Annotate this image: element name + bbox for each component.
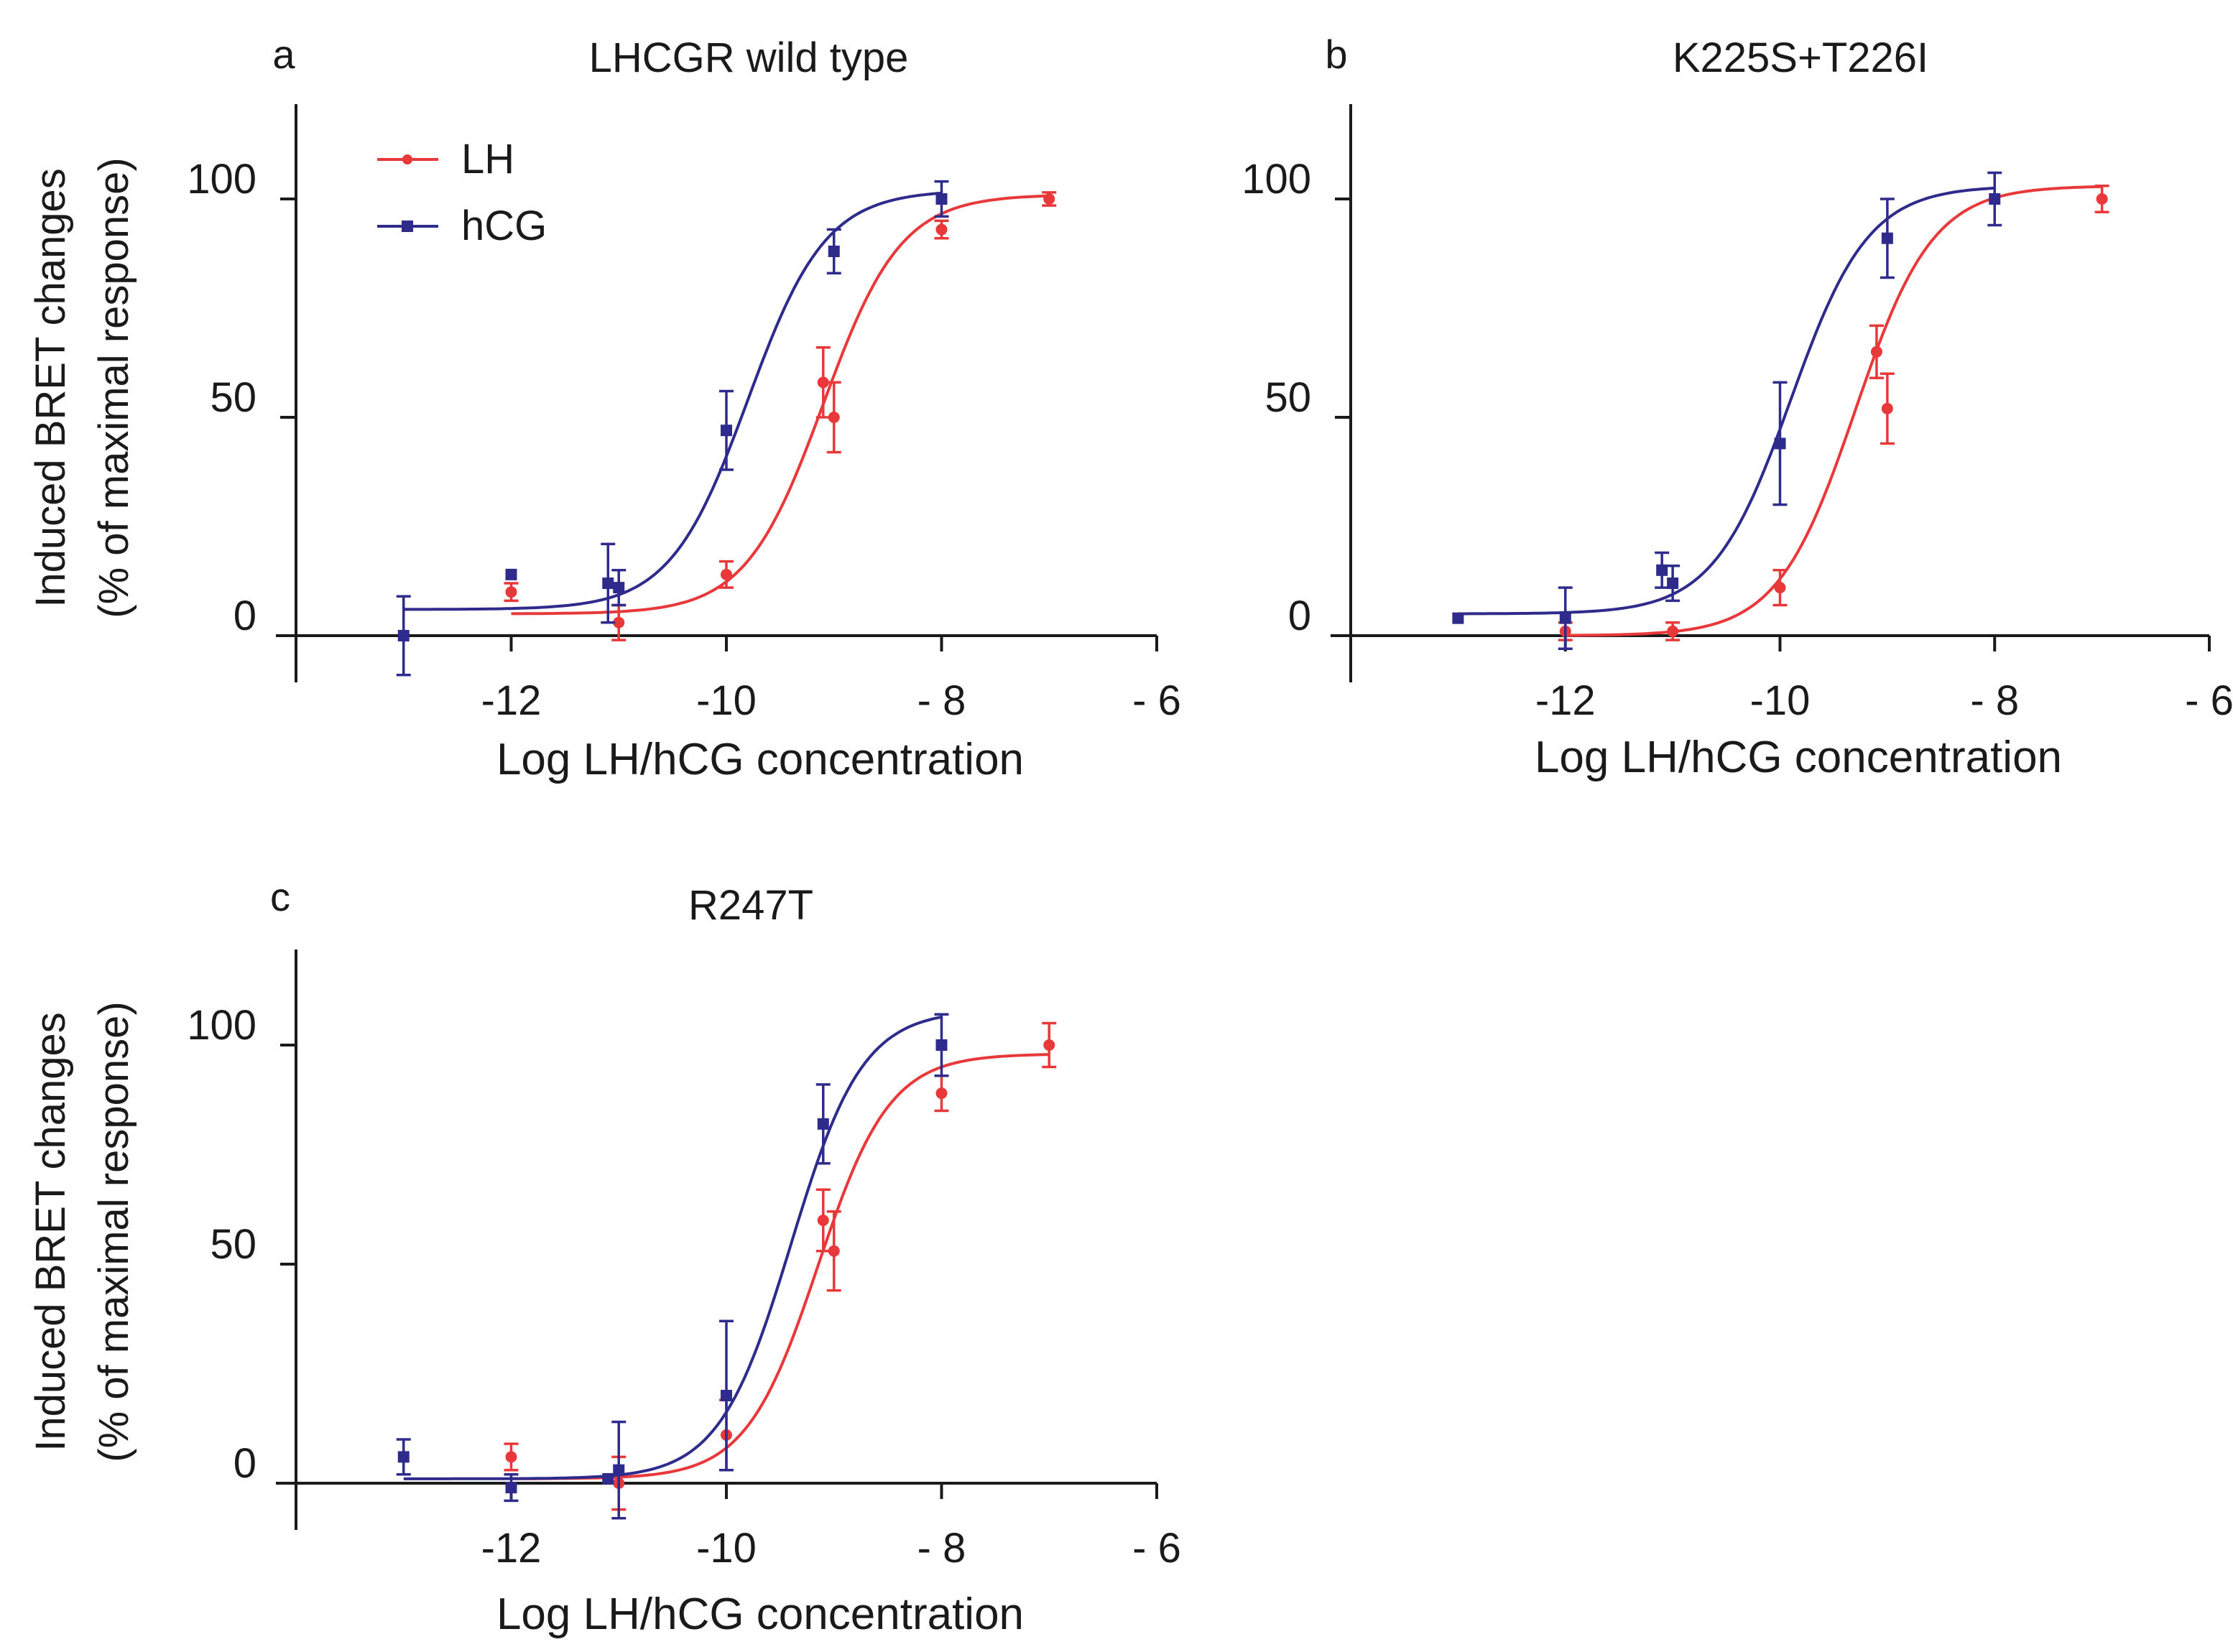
hcg-data-point [397, 1451, 410, 1463]
x-tick-label: -10 [1750, 677, 1811, 724]
lh-fit-curve [511, 1053, 1050, 1480]
y-axis-label: Induced BRET changes [27, 1012, 74, 1452]
y-axis-label-sub: (% of maximal response) [91, 157, 137, 618]
legend-lh-marker [402, 154, 412, 164]
x-tick-label: -10 [696, 677, 757, 724]
legend-hcg-label: hCG [461, 203, 547, 249]
y-axis-label: Induced BRET changes [27, 168, 74, 608]
hcg-data-point [817, 1118, 829, 1130]
lh-data-point [817, 376, 829, 389]
hcg-fit-curve [403, 1015, 942, 1480]
chart-title: LHCGR wild type [589, 34, 909, 81]
lh-data-point [1774, 582, 1786, 594]
lh-data-point [1043, 193, 1055, 205]
legend-lh-label: LH [461, 136, 514, 182]
lh-data-point [935, 223, 948, 236]
lh-data-point [817, 1215, 829, 1226]
y-tick-label: 50 [210, 374, 256, 421]
x-tick-label: -12 [481, 677, 542, 724]
hcg-data-point [828, 245, 840, 257]
lh-data-point [613, 616, 625, 628]
x-tick-label: -12 [1535, 677, 1596, 724]
hcg-data-point [602, 1472, 614, 1485]
hcg-data-point [1989, 193, 2001, 205]
lh-data-point [1667, 625, 1679, 637]
hcg-data-point [935, 193, 948, 205]
x-tick-label: -12 [481, 1525, 542, 1572]
hcg-data-point [1774, 437, 1786, 450]
panel-c: c R247T Induced BRET changes (% of maxim… [27, 874, 1181, 1639]
hcg-data-point [721, 424, 732, 437]
hcg-fit-curve [403, 191, 942, 611]
lh-data-point [935, 1087, 948, 1100]
lh-data-point [505, 586, 517, 598]
y-tick-label: 100 [187, 1002, 256, 1049]
x-tick-label: - 8 [917, 677, 966, 724]
hcg-data-point [1559, 612, 1571, 624]
lh-data-point [1881, 402, 1893, 414]
hcg-data-point [613, 582, 625, 594]
lh-fit-curve [511, 194, 1050, 616]
lh-data-point [505, 1451, 517, 1463]
chart-title: R247T [688, 882, 813, 929]
x-tick-label: -10 [696, 1525, 757, 1572]
y-tick-label: 50 [1265, 374, 1311, 421]
lh-data-point [828, 412, 840, 423]
y-axis-label-sub: (% of maximal response) [91, 1001, 137, 1462]
hcg-data-point [397, 630, 410, 641]
chart-title: K225S+T226I [1673, 34, 1928, 81]
hcg-data-point [1656, 564, 1668, 576]
panel-label: c [270, 874, 290, 919]
hcg-data-point [602, 577, 614, 590]
y-tick-label: 100 [1242, 156, 1311, 203]
x-tick-label: - 6 [1132, 677, 1181, 724]
legend: LH hCG [377, 136, 547, 249]
hcg-data-point [1452, 612, 1464, 624]
x-axis-label: Log LH/hCG concentration [496, 1590, 1024, 1639]
hcg-data-point [505, 568, 517, 580]
y-tick-label: 0 [1288, 593, 1311, 639]
panel-b: b K225S+T226I Log LH/hCG concentration 0… [1242, 32, 2233, 782]
hcg-data-point [613, 1464, 625, 1476]
x-tick-label: - 8 [917, 1525, 966, 1572]
y-tick-label: 50 [210, 1221, 256, 1268]
y-tick-label: 0 [234, 593, 256, 639]
y-tick-label: 0 [234, 1440, 256, 1487]
hcg-data-point [935, 1039, 948, 1051]
hcg-data-point [505, 1482, 517, 1494]
hcg-fit-curve [1458, 186, 1995, 616]
lh-fit-curve [1565, 185, 2102, 637]
lh-data-point [828, 1245, 840, 1257]
y-tick-label: 100 [187, 156, 256, 203]
panel-a: a LHCGR wild type Induced BRET changes (… [27, 32, 1181, 784]
hcg-data-point [1667, 577, 1679, 590]
hcg-data-point [721, 1390, 732, 1401]
x-axis-label: Log LH/hCG concentration [496, 735, 1024, 784]
lh-data-point [721, 568, 732, 580]
panel-label: a [272, 32, 295, 77]
x-tick-label: - 6 [2185, 677, 2233, 724]
lh-data-point [1870, 345, 1882, 358]
panel-label: b [1325, 32, 1347, 77]
hcg-data-point [1881, 232, 1893, 244]
legend-hcg-marker [402, 221, 413, 232]
x-axis-label: Log LH/hCG concentration [1535, 733, 2062, 782]
lh-data-point [2096, 193, 2108, 205]
x-tick-label: - 8 [1970, 677, 2019, 724]
lh-data-point [1043, 1039, 1055, 1051]
x-tick-label: - 6 [1132, 1525, 1181, 1572]
